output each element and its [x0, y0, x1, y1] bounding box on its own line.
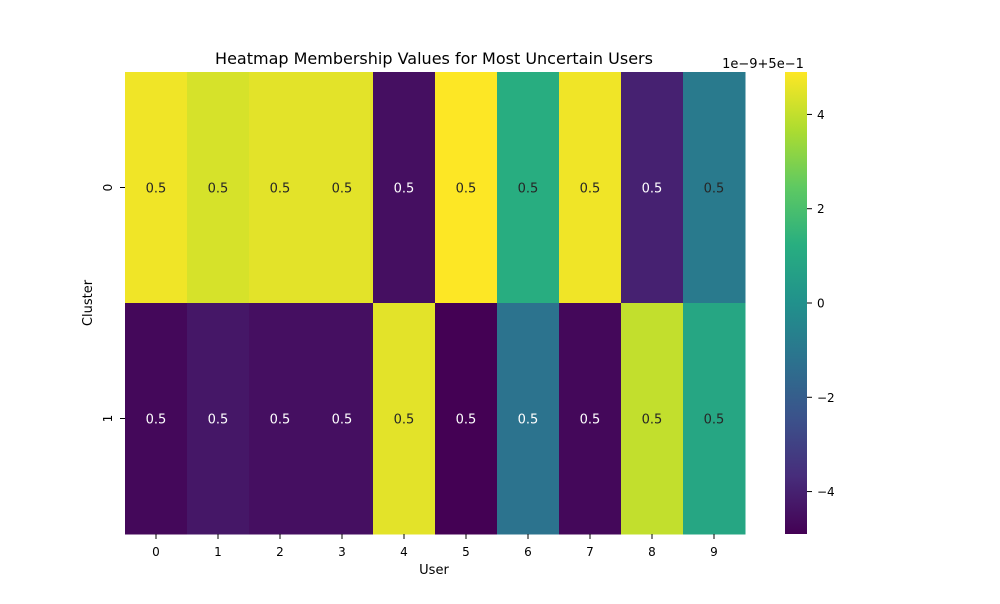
colorbar-offset-label: 1e−9+5e−1 [722, 57, 804, 72]
cell-annotation-r1-c2: 0.5 [270, 413, 291, 428]
cell-annotation-r0-c7: 0.5 [580, 182, 601, 197]
heatmap-cell-r1-c3 [311, 303, 374, 535]
x-tick-label: 8 [648, 545, 656, 559]
heatmap-cell-r0-c8 [621, 72, 684, 304]
cell-annotation-r0-c6: 0.5 [518, 182, 539, 197]
cell-annotations: 0.5 0.5 0.5 0.5 0.5 0.5 0.5 0.5 0.5 0.5 0.5 0.5 0.5 0… [146, 182, 725, 428]
y-tick-label: 0 [101, 184, 115, 192]
colorbar-ticks: −4 −2 0 2 4 [807, 108, 835, 499]
heatmap-cell-r1-c5 [435, 303, 498, 535]
cell-annotation-r0-c0: 0.5 [146, 182, 167, 197]
cell-annotation-r0-c8: 0.5 [642, 182, 663, 197]
x-tick-label: 3 [338, 545, 346, 559]
heatmap-cells [125, 72, 746, 535]
cell-annotation-r1-c6: 0.5 [518, 413, 539, 428]
x-tick-label: 6 [524, 545, 532, 559]
x-tick-label: 2 [276, 545, 284, 559]
colorbar-tick-label: 2 [817, 202, 825, 216]
x-tick-label: 9 [710, 545, 718, 559]
cell-annotation-r1-c1: 0.5 [208, 413, 229, 428]
colorbar-tick-label: −4 [817, 485, 835, 499]
heatmap-cell-r0-c1 [187, 72, 250, 304]
heatmap-cell-r1-c0 [125, 303, 188, 535]
heatmap-cell-r1-c6 [497, 303, 560, 535]
heatmap-cell-r1-c2 [249, 303, 312, 535]
x-axis-ticks: 0 1 2 3 4 5 6 7 8 9 [152, 534, 718, 559]
heatmap-cell-r1-c8 [621, 303, 684, 535]
x-tick-label: 1 [214, 545, 222, 559]
cell-annotation-r0-c4: 0.5 [394, 182, 415, 197]
y-axis-label: Cluster [81, 279, 96, 326]
heatmap-cell-r0-c9 [683, 72, 746, 304]
heatmap-cell-r0-c6 [497, 72, 560, 304]
colorbar-tick-label: −2 [817, 391, 835, 405]
heatmap-cell-r1-c1 [187, 303, 250, 535]
chart-title: Heatmap Membership Values for Most Uncer… [215, 49, 653, 68]
x-tick-label: 5 [462, 545, 470, 559]
colorbar-tick-label: 4 [817, 108, 825, 122]
x-tick-label: 4 [400, 545, 408, 559]
cell-annotation-r0-c9: 0.5 [704, 182, 725, 197]
cell-annotation-r0-c2: 0.5 [270, 182, 291, 197]
colorbar-tick-label: 0 [817, 297, 825, 311]
heatmap-cell-r1-c9 [683, 303, 746, 535]
heatmap-cell-r0-c0 [125, 72, 188, 304]
heatmap-cell-r0-c2 [249, 72, 312, 304]
cell-annotation-r1-c9: 0.5 [704, 413, 725, 428]
cell-annotation-r1-c0: 0.5 [146, 413, 167, 428]
cell-annotation-r1-c5: 0.5 [456, 413, 477, 428]
heatmap-cell-r1-c4 [373, 303, 436, 535]
x-tick-label: 0 [152, 545, 160, 559]
cell-annotation-r1-c7: 0.5 [580, 413, 601, 428]
heatmap-cell-r0-c7 [559, 72, 622, 304]
cell-annotation-r1-c3: 0.5 [332, 413, 353, 428]
heatmap-cell-r0-c3 [311, 72, 374, 304]
cell-annotation-r0-c1: 0.5 [208, 182, 229, 197]
cell-annotation-r1-c8: 0.5 [642, 413, 663, 428]
y-axis-ticks: 01 [101, 184, 125, 423]
colorbar [785, 72, 807, 534]
x-tick-label: 7 [586, 545, 594, 559]
x-axis-label: User [419, 563, 449, 578]
y-tick-label: 1 [101, 415, 115, 423]
cell-annotation-r1-c4: 0.5 [394, 413, 415, 428]
heatmap-cell-r0-c4 [373, 72, 436, 304]
heatmap-cell-r0-c5 [435, 72, 498, 304]
cell-annotation-r0-c3: 0.5 [332, 182, 353, 197]
cell-annotation-r0-c5: 0.5 [456, 182, 477, 197]
heatmap-cell-r1-c7 [559, 303, 622, 535]
